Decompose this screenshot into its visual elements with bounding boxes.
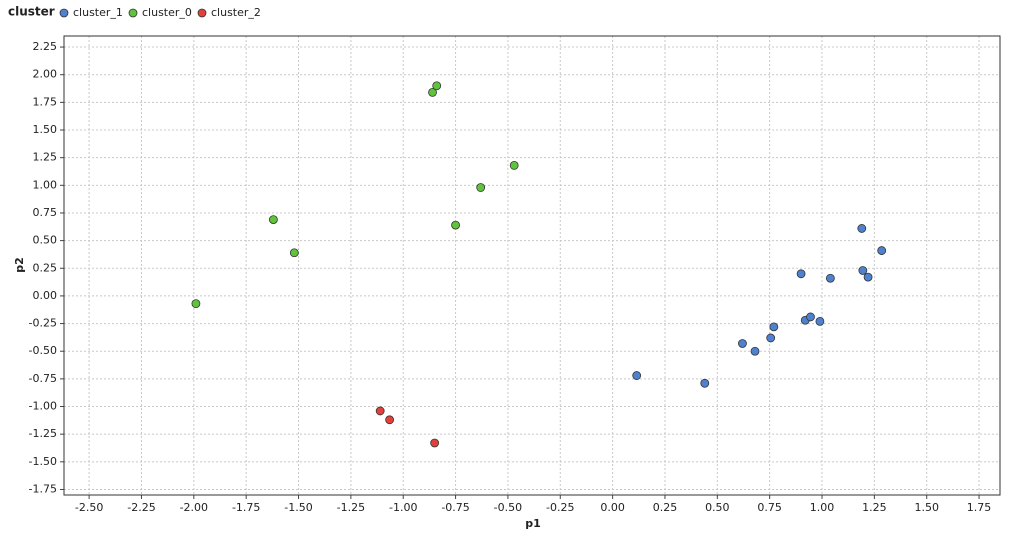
x-tick-label: -0.50	[494, 501, 522, 514]
x-tick-label: 1.25	[862, 501, 887, 514]
point	[509, 161, 519, 170]
point	[700, 378, 710, 388]
point	[476, 183, 486, 192]
point	[430, 438, 440, 448]
point	[428, 88, 437, 97]
x-tick-label: -2.25	[127, 501, 155, 514]
point	[769, 322, 779, 332]
point	[796, 269, 806, 279]
y-tick-label: -0.25	[29, 317, 57, 330]
x-tick-label: 0.50	[705, 501, 730, 514]
y-tick-label: 1.00	[33, 178, 58, 191]
y-axis-label: p2	[13, 257, 26, 273]
point	[825, 273, 835, 283]
point	[877, 246, 887, 255]
legend-marker	[59, 8, 69, 18]
x-tick-label: 0.75	[757, 501, 782, 514]
x-tick-label: -0.75	[441, 501, 469, 514]
point	[289, 248, 299, 258]
legend-label: cluster_2	[211, 6, 261, 19]
legend-marker	[128, 8, 138, 18]
x-tick-label: 0.00	[600, 501, 625, 514]
point	[375, 406, 385, 416]
x-tick-label: 0.25	[653, 501, 678, 514]
legend-label: cluster_1	[73, 6, 123, 19]
y-tick-label: -1.50	[29, 455, 57, 468]
y-tick-label: -1.75	[29, 482, 57, 495]
x-tick-label: -1.75	[232, 501, 260, 514]
y-tick-label: -1.00	[29, 400, 57, 413]
x-tick-label: -1.00	[389, 501, 417, 514]
y-tick-label: -0.50	[29, 344, 57, 357]
y-tick-label: 1.25	[33, 151, 58, 164]
point	[857, 224, 867, 233]
x-tick-label: -1.25	[337, 501, 365, 514]
point	[750, 346, 760, 356]
point	[863, 272, 873, 282]
point	[738, 339, 747, 348]
y-tick-label: 0.50	[33, 234, 58, 247]
legend-marker	[197, 8, 207, 18]
y-tick-label: 0.75	[33, 206, 58, 219]
x-tick-label: -2.50	[75, 501, 103, 514]
x-tick-label: -1.50	[284, 501, 312, 514]
y-tick-label: 0.00	[33, 289, 58, 302]
point	[806, 312, 815, 322]
y-tick-label: 1.75	[33, 95, 58, 108]
y-tick-label: 2.00	[33, 68, 58, 81]
point	[385, 415, 395, 425]
legend-label: cluster_0	[142, 6, 192, 19]
y-tick-label: -0.75	[29, 372, 57, 385]
point	[451, 220, 460, 230]
x-tick-label: 1.50	[914, 501, 939, 514]
legend-title: cluster	[8, 5, 55, 19]
x-tick-label: -2.00	[180, 501, 208, 514]
x-axis-label: p1	[525, 517, 541, 530]
point	[191, 299, 201, 309]
y-tick-label: 2.25	[33, 40, 58, 53]
x-tick-label: -0.25	[546, 501, 574, 514]
plot-frame	[63, 35, 1001, 496]
point	[766, 333, 776, 343]
x-tick-label: 1.00	[810, 501, 835, 514]
y-tick-label: 1.50	[33, 123, 58, 136]
point	[268, 215, 278, 225]
point	[632, 371, 642, 380]
point	[815, 316, 825, 326]
x-tick-label: 1.75	[967, 501, 992, 514]
y-tick-label: 0.25	[33, 261, 58, 274]
point	[858, 266, 868, 275]
y-tick-label: -1.25	[29, 427, 57, 440]
point	[432, 81, 442, 91]
